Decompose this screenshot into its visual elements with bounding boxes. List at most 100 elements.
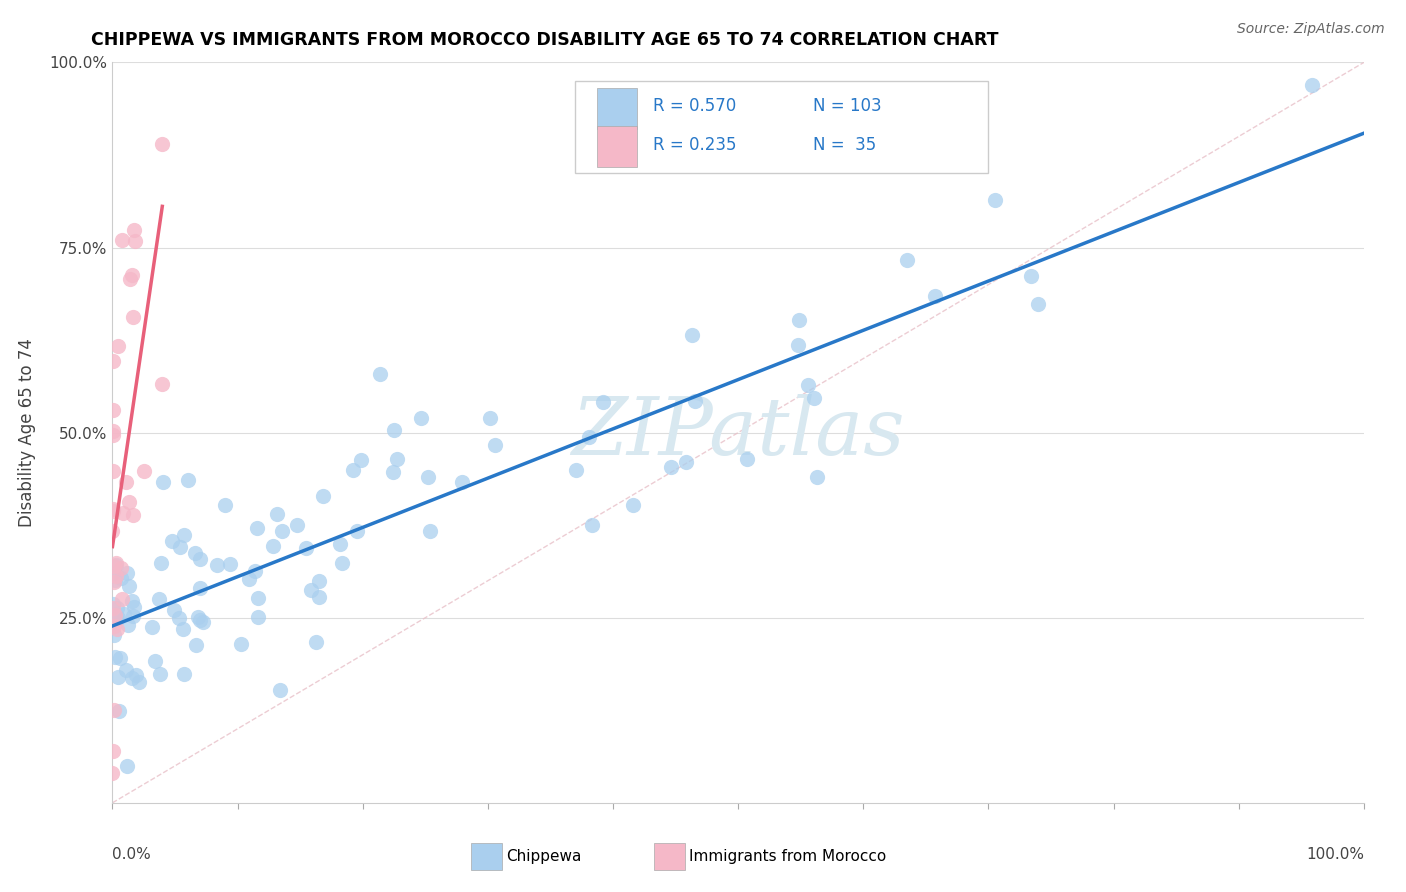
Point [269, 683, 291, 698]
Text: N = 103: N = 103 [813, 97, 882, 115]
Point [122, 223, 145, 237]
Point [368, 367, 391, 381]
Point [243, 564, 266, 578]
Point [107, 338, 129, 352]
Point [246, 521, 269, 535]
Point [101, 427, 124, 442]
Point [112, 607, 135, 621]
Point [305, 634, 328, 648]
Point [592, 394, 614, 409]
Bar [596, 127, 637, 167]
Point [101, 744, 124, 758]
Point [110, 571, 132, 585]
Point [101, 600, 124, 615]
Text: Chippewa: Chippewa [506, 849, 582, 863]
Point [101, 524, 124, 538]
Point [124, 234, 146, 248]
Point [111, 592, 134, 607]
Point [152, 475, 174, 490]
Point [675, 455, 697, 469]
Point [103, 703, 125, 717]
Point [103, 628, 125, 642]
Point [101, 424, 124, 438]
Point [330, 556, 353, 570]
Point [387, 452, 409, 467]
Point [103, 566, 125, 581]
Point [787, 312, 810, 326]
Point [177, 473, 200, 487]
Point [787, 338, 810, 352]
Point [160, 534, 183, 549]
Point [149, 667, 172, 681]
Point [101, 464, 124, 478]
Point [128, 675, 150, 690]
Point [104, 569, 127, 583]
Point [247, 591, 270, 606]
Y-axis label: Disability Age 65 to 74: Disability Age 65 to 74 [18, 338, 35, 527]
Point [803, 391, 825, 405]
Point [312, 489, 335, 503]
Text: CHIPPEWA VS IMMIGRANTS FROM MOROCCO DISABILITY AGE 65 TO 74 CORRELATION CHART: CHIPPEWA VS IMMIGRANTS FROM MOROCCO DISA… [91, 31, 998, 49]
Point [169, 610, 191, 624]
Point [238, 573, 260, 587]
Point [105, 601, 128, 615]
Point [984, 194, 1007, 208]
Point [188, 613, 211, 627]
Point [682, 328, 704, 343]
Point [122, 599, 145, 614]
Point [295, 541, 318, 556]
Point [125, 667, 148, 681]
Point [188, 551, 211, 566]
Point [107, 704, 129, 718]
Point [101, 766, 124, 780]
Text: Immigrants from Morocco: Immigrants from Morocco [689, 849, 886, 863]
Point [342, 463, 364, 477]
Text: 0.0%: 0.0% [112, 847, 152, 863]
Point [104, 573, 127, 587]
Point [111, 507, 134, 521]
Point [184, 546, 207, 560]
Point [246, 610, 269, 624]
Point [104, 556, 127, 570]
Point [581, 518, 603, 533]
Point [1026, 297, 1049, 311]
Point [205, 558, 228, 572]
Point [101, 597, 124, 611]
Point [382, 423, 405, 437]
Point [110, 233, 132, 247]
Text: 100.0%: 100.0% [1306, 847, 1364, 863]
Point [118, 494, 141, 508]
Point [285, 518, 308, 533]
Point [115, 475, 138, 489]
Point [114, 663, 136, 677]
Point [115, 758, 138, 772]
Point [121, 594, 143, 608]
Point [173, 667, 195, 681]
Point [737, 451, 759, 466]
Point [219, 557, 242, 571]
Point [188, 582, 211, 596]
Point [214, 498, 236, 512]
Point [104, 607, 127, 622]
FancyBboxPatch shape [575, 81, 988, 173]
Point [122, 310, 145, 325]
Point [186, 638, 208, 652]
Point [101, 504, 124, 518]
Point [173, 528, 195, 542]
Point [104, 558, 127, 572]
Point [163, 603, 186, 617]
Point [150, 136, 173, 151]
Point [451, 475, 474, 489]
Point [121, 268, 143, 282]
Point [193, 615, 215, 630]
Text: Source: ZipAtlas.com: Source: ZipAtlas.com [1237, 22, 1385, 37]
Point [122, 609, 145, 624]
Point [103, 574, 125, 589]
Point [578, 430, 600, 444]
Point [621, 498, 644, 512]
Point [661, 460, 683, 475]
Point [896, 252, 918, 267]
Text: ZIPatlas: ZIPatlas [571, 394, 905, 471]
Point [484, 438, 506, 452]
Point [169, 540, 191, 554]
